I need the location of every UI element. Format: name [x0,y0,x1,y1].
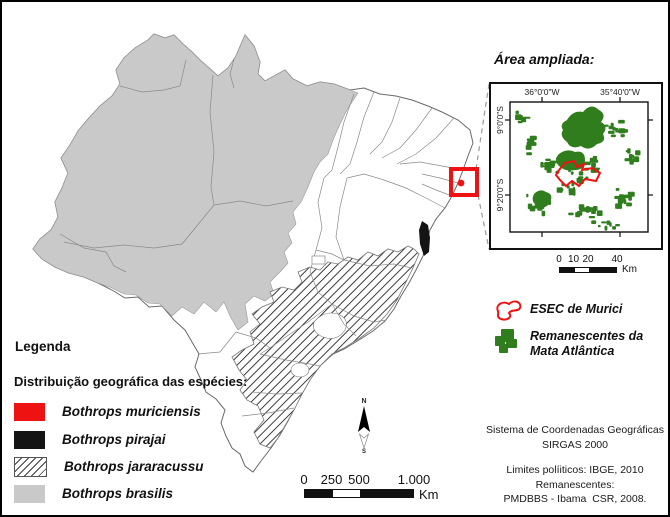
north-arrow: N S [352,398,376,458]
esec-outline-icon [496,300,522,321]
credits-source: PMDBBS - Ibama CSR, 2008. [503,493,647,505]
scalebar-bar [304,489,414,498]
scalebar-tick-label: 500 [348,472,370,487]
forest-label-line1: Remanescentes da [530,329,644,343]
muriciensis-point [457,179,465,187]
south-label: S [361,449,366,455]
inset-frame [509,101,649,233]
scalebar-unit: Km [622,264,637,275]
scalebar-tick-label: 10 [567,254,580,265]
inset-map-panel: 36°0'0"W 35°40'0"W 9°0'0"S 9°20'0"S [489,82,663,250]
scalebar-bar [559,267,617,273]
hatch-hole [313,312,347,339]
inset-scalebar: 0 10 20 40 Km [556,254,668,278]
species-label: Bothrops jararacussu [64,459,204,474]
species-label: Bothrops muriciensis [62,404,201,419]
highlight-square [449,167,479,197]
red-swatch [14,402,45,421]
forest-patch-icon [495,329,517,353]
state-borders [59,58,464,417]
north-label: N [361,398,367,405]
inset-coord-left-bottom: 9°20'0"S [495,178,505,212]
pirajai-range-black [419,221,430,256]
forest-label-line2: Mata Atlântica [530,344,615,358]
gray-swatch [14,484,45,503]
esec-boundary [554,159,602,188]
legend-item-pirajai: Bothrops pirajai [14,430,166,449]
legend-item-brasilis: Bothrops brasilis [14,484,173,503]
north-arrow-icon [358,406,370,449]
jararacussu-range-hatch [231,245,420,449]
black-swatch [14,430,45,449]
inset-title: Área ampliada: [494,51,595,67]
inset-coord-left-top: 9°0'0"S [495,106,505,134]
inset-coord-top-left: 36°0'0"W [524,87,560,97]
hatch-swatch [14,456,47,477]
inset-map [505,97,653,237]
legend-title: Legenda [15,339,71,354]
legend-item-muriciensis: Bothrops muriciensis [14,402,201,421]
inset-ticks [505,97,653,237]
brasilis-range-gray [32,33,359,331]
credits-limits: Limites políiticos: IBGE, 2010 [506,464,644,476]
legend-subtitle: Distribuição geográfica das espécies: [14,374,248,389]
connector-dashes [475,83,490,250]
scalebar-tick-label: 20 [582,254,594,265]
credits-remnants: Remanescentes: [535,478,615,491]
credits-block: Sistema de Coordenadas Geográficas SIRGA… [481,423,668,507]
scalebar-tick-label: 0 [300,472,308,487]
inset-coord-top-right: 35°40'0"W [600,87,640,97]
scalebar-tick-label: 250 [320,472,343,487]
df-rect [311,255,326,265]
species-label: Bothrops brasilis [62,486,174,501]
legend-item-jararacussu: Bothrops jararacussu [14,456,204,477]
esec-label: ESEC de Murici [530,302,623,316]
main-scalebar: 0 250 500 1.000 Km [300,472,444,502]
species-label: Bothrops pirajai [62,432,166,447]
scalebar-tick-label: 40 [611,254,623,265]
credits-crs-line1: Sistema de Coordenadas Geográficas [485,424,665,436]
hatch-hole [290,362,310,378]
credits-crs-line2: SIRGAS 2000 [542,438,608,451]
forest-remnants [515,106,641,231]
scalebar-unit: Km [419,487,439,502]
scalebar-tick-label: 0 [556,254,562,265]
scalebar-tick-label: 1.000 [397,472,431,487]
